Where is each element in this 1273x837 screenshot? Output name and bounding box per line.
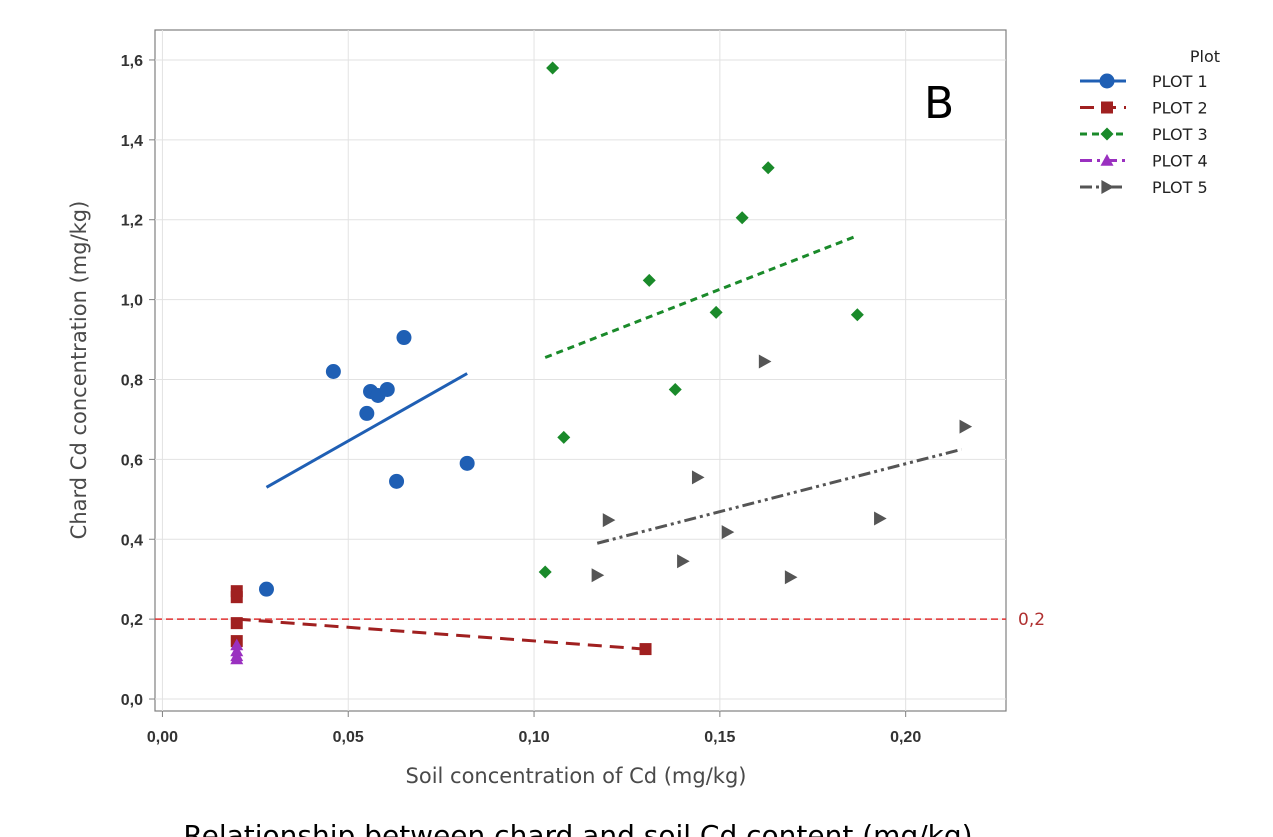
data-point <box>557 430 571 444</box>
data-point <box>784 570 798 585</box>
data-point <box>396 330 412 346</box>
y-tick-label: 0,8 <box>121 372 143 389</box>
data-point <box>761 161 775 175</box>
data-point <box>639 643 652 656</box>
data-point <box>538 565 552 579</box>
data-point <box>230 617 243 630</box>
y-tick-label: 0,4 <box>121 532 143 549</box>
x-axis-title: Soil concentration of Cd (mg/kg) <box>406 764 747 788</box>
y-tick-label: 0,2 <box>121 612 143 629</box>
data-point <box>1101 180 1114 194</box>
legend-label: PLOT 3 <box>1152 125 1208 144</box>
x-tick-label: 0,10 <box>518 729 549 746</box>
data-point <box>459 455 475 471</box>
y-tick-label: 1,0 <box>121 293 143 310</box>
data-point <box>691 470 705 485</box>
data-point <box>735 211 749 225</box>
fit-lines <box>236 234 962 651</box>
data-point <box>758 354 772 369</box>
x-tick-label: 0,20 <box>890 729 921 746</box>
fit-line <box>236 617 646 651</box>
data-point <box>642 273 656 287</box>
data-point <box>850 308 864 322</box>
data-point <box>721 525 735 540</box>
data-point <box>1101 101 1113 114</box>
legend-label: PLOT 1 <box>1152 72 1208 91</box>
x-axis-ticks: 0,00 0,05 0,10 0,15 0,20 <box>147 711 921 746</box>
data-point <box>325 363 341 379</box>
data-points <box>230 61 973 665</box>
plot-area <box>154 29 1007 712</box>
data-point <box>258 581 274 597</box>
data-point <box>1100 127 1114 141</box>
data-point <box>602 513 616 528</box>
y-tick-label: 1,2 <box>121 213 143 230</box>
data-point <box>230 638 244 651</box>
data-point <box>230 652 244 665</box>
grid-lines <box>155 30 1006 711</box>
y-tick-label: 0,0 <box>121 692 143 709</box>
legend-label: PLOT 5 <box>1152 178 1208 197</box>
y-tick-label: 1,6 <box>121 53 143 70</box>
reference-line-group: 0,2 <box>155 610 1045 630</box>
y-tick-label: 1,4 <box>121 133 143 150</box>
x-tick-label: 0,00 <box>147 729 178 746</box>
data-point <box>546 61 560 75</box>
data-point <box>591 568 605 583</box>
data-point <box>1100 154 1114 166</box>
legend-label: PLOT 4 <box>1152 152 1208 171</box>
legend-title: Plot <box>1190 47 1220 66</box>
y-tick-label: 0,6 <box>121 452 143 469</box>
y-axis-ticks: 0,0 0,2 0,4 0,6 0,8 1,0 1,2 1,4 1,6 <box>121 53 155 709</box>
data-point <box>359 405 375 421</box>
fit-line <box>544 234 858 359</box>
data-point <box>959 419 973 434</box>
data-point <box>230 591 243 604</box>
data-point <box>677 554 690 569</box>
data-point <box>379 381 395 397</box>
panel-label: B <box>924 78 954 129</box>
x-tick-label: 0,05 <box>333 729 364 746</box>
data-point <box>389 473 405 489</box>
fit-line <box>265 372 468 489</box>
data-point <box>668 382 682 396</box>
data-point <box>709 305 723 319</box>
fit-line <box>596 447 962 545</box>
data-point <box>1099 73 1115 89</box>
figure-caption: Relationship between chard and soil Cd c… <box>183 819 972 837</box>
y-axis-title: Chard Cd concentration (mg/kg) <box>67 201 91 540</box>
legend: Plot PLOT 1 PLOT 2 PLOT 3 PLOT 4 PLOT 5 <box>1080 47 1220 197</box>
reference-line-label: 0,2 <box>1018 610 1045 630</box>
data-point <box>874 511 887 526</box>
x-tick-label: 0,15 <box>704 729 735 746</box>
legend-label: PLOT 2 <box>1152 99 1208 118</box>
